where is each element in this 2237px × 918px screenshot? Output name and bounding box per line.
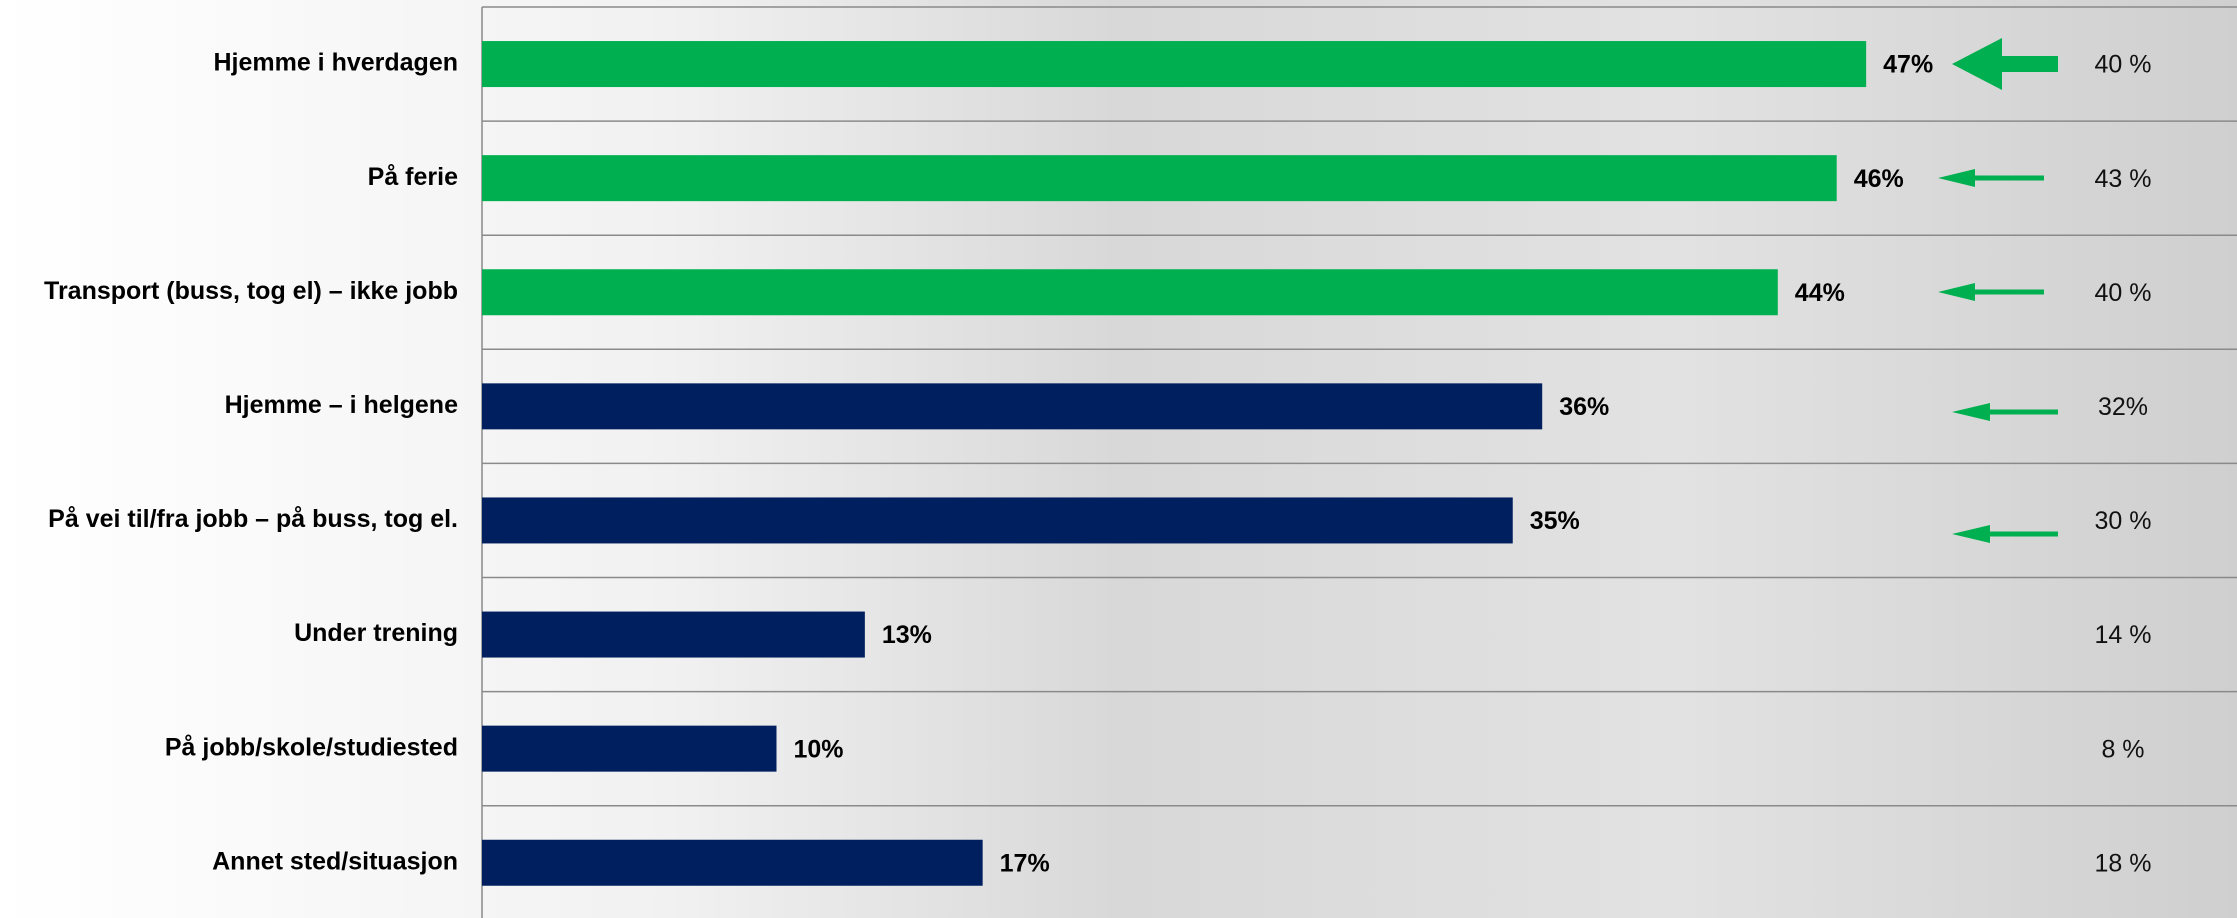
bar: [482, 383, 1542, 429]
value-label: 46%: [1854, 165, 1904, 193]
bar: [482, 497, 1513, 543]
background: [0, 0, 2237, 918]
bar: [482, 41, 1866, 87]
category-label: Hjemme i hverdagen: [213, 49, 458, 77]
comparison-label: 14 %: [2095, 621, 2152, 649]
comparison-label: 30 %: [2095, 507, 2152, 535]
value-label: 35%: [1530, 507, 1580, 535]
arrow: [2000, 56, 2058, 72]
value-label: 47%: [1883, 51, 1933, 79]
comparison-label: 40 %: [2095, 51, 2152, 79]
category-label: På vei til/fra jobb – på buss, tog el.: [48, 505, 458, 533]
bar: [482, 726, 777, 772]
bar: [482, 269, 1778, 315]
value-label: 36%: [1559, 393, 1609, 421]
chart: Hjemme i hverdagen 47% 40 % På ferie 46% 43 %…: [0, 0, 2237, 918]
comparison-label: 18 %: [2095, 849, 2152, 877]
category-label: Annet sted/situasjon: [212, 847, 458, 875]
bar: [482, 155, 1837, 201]
category-label: Under trening: [294, 619, 458, 647]
category-label: På ferie: [368, 163, 458, 191]
category-label: På jobb/skole/studiested: [165, 733, 458, 761]
value-label: 13%: [882, 621, 932, 649]
comparison-label: 43 %: [2095, 165, 2152, 193]
category-label: Hjemme – i helgene: [225, 391, 459, 419]
value-label: 44%: [1795, 279, 1845, 307]
value-label: 17%: [1000, 849, 1050, 877]
bar: [482, 840, 983, 886]
comparison-label: 40 %: [2095, 279, 2152, 307]
category-label: Transport (buss, tog el) – ikke jobb: [44, 277, 458, 305]
comparison-label: 32%: [2098, 393, 2148, 421]
value-label: 10%: [794, 735, 844, 763]
comparison-label: 8 %: [2101, 735, 2144, 763]
bar: [482, 612, 865, 658]
